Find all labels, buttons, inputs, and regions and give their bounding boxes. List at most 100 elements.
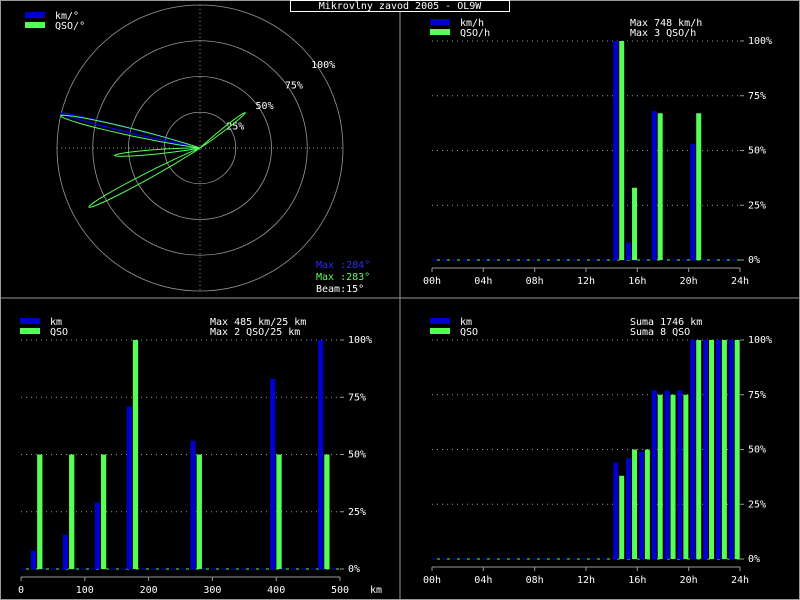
bar-qso [683, 394, 689, 559]
bar-qsoh [696, 113, 702, 261]
bar-qso [100, 454, 107, 569]
info-line: Suma 8 QSO [630, 327, 690, 338]
x-tick-label: 24h [731, 575, 749, 586]
bar-qso [69, 454, 75, 569]
bar-qso [670, 394, 676, 559]
y-tick-label: 25% [748, 200, 766, 211]
y-tick-label: 100% [348, 335, 372, 346]
y-tick-label: 100% [748, 335, 772, 346]
polar-ring [128, 76, 272, 220]
bar-qso [37, 454, 43, 569]
x-tick-label: 00h [423, 575, 441, 586]
y-tick-label: 0% [748, 554, 760, 565]
bar-km [317, 340, 324, 569]
bar-qso [657, 394, 663, 559]
legend-swatch-blue [20, 318, 40, 324]
x-tick-label: 16h [628, 575, 646, 586]
bar-km [677, 390, 683, 559]
legend-swatch-green [20, 328, 40, 334]
legend-swatch-green [430, 29, 450, 35]
y-tick-label: 75% [748, 390, 766, 401]
info-line: Max 2 QSO/25 km [210, 327, 300, 338]
bar-km [651, 390, 657, 559]
bar-qso [132, 340, 139, 569]
x-tick-label: 500 [331, 585, 349, 596]
polar-ring-label: 50% [256, 101, 274, 112]
legend-swatch-blue [25, 12, 45, 18]
x-tick-label: 04h [474, 575, 492, 586]
legend-label: QSO [50, 327, 68, 338]
bar-qso [632, 449, 638, 559]
y-tick-label: 50% [748, 146, 766, 157]
x-tick-label: 24h [731, 276, 749, 287]
bar-qso [619, 475, 625, 559]
bar-km [30, 550, 37, 569]
polar-max-km: Max :284° [316, 260, 370, 271]
x-unit-label: km [370, 585, 382, 596]
bar-qsoh [619, 41, 625, 260]
y-tick-label: 0% [748, 255, 760, 266]
bar-qsoh [632, 187, 638, 260]
bar-km [126, 406, 132, 569]
polar-lobe-qso [88, 147, 201, 208]
bar-km [715, 340, 721, 559]
bar-kmh [690, 143, 696, 260]
bar-km [626, 458, 632, 559]
bar-km [690, 340, 696, 559]
polar-lobe-qso [113, 147, 201, 157]
info-line: Suma 1746 km [630, 317, 702, 328]
y-tick-label: 75% [348, 392, 366, 403]
x-tick-label: 100 [76, 585, 94, 596]
legend-label: km [50, 317, 62, 328]
bar-qso [276, 454, 282, 569]
polar-beam: Beam:15° [316, 284, 364, 295]
x-tick-label: 08h [526, 575, 544, 586]
bar-qso [196, 454, 202, 569]
legend-label: km [460, 317, 472, 328]
x-tick-label: 0 [18, 585, 24, 596]
x-tick-label: 200 [140, 585, 158, 596]
bar-km [638, 451, 644, 559]
polar-lobe-qso [59, 114, 201, 149]
polar-ring-label: 75% [285, 80, 303, 91]
y-tick-label: 50% [748, 445, 766, 456]
info-line: Max 485 km/25 km [210, 317, 306, 328]
polar-lobe-qso [198, 112, 246, 149]
bar-qso [324, 454, 330, 569]
info-line: Max 3 QSO/h [630, 28, 696, 39]
bar-km [62, 534, 69, 569]
y-tick-label: 0% [348, 564, 360, 575]
y-tick-label: 50% [348, 450, 366, 461]
legend-swatch-blue [430, 19, 450, 25]
bar-km [270, 378, 276, 569]
bar-km [703, 340, 709, 559]
bar-qso [644, 449, 650, 559]
bar-km [613, 462, 619, 559]
x-tick-label: 16h [628, 276, 646, 287]
info-line: Max 748 km/h [630, 18, 702, 29]
y-tick-label: 75% [748, 91, 766, 102]
x-tick-label: 12h [577, 575, 595, 586]
bar-km [728, 340, 734, 559]
bar-qsoh [657, 113, 663, 261]
bar-kmh [613, 41, 619, 260]
legend-label: QSO/° [55, 21, 85, 32]
bar-qso [696, 340, 702, 559]
legend-swatch-blue [430, 318, 450, 324]
legend-swatch-green [25, 22, 45, 28]
x-tick-label: 300 [203, 585, 221, 596]
bar-kmh [626, 242, 632, 260]
y-tick-label: 25% [348, 507, 366, 518]
bar-qso [721, 340, 727, 559]
x-tick-label: 400 [267, 585, 285, 596]
x-tick-label: 00h [423, 276, 441, 287]
page-title: Mikrovlny zavod 2005 - OL9W [319, 1, 483, 12]
y-tick-label: 25% [748, 499, 766, 510]
polar-ring-label: 100% [311, 60, 335, 71]
legend-label: QSO [460, 327, 478, 338]
bar-km [190, 440, 196, 569]
legend-label: km/h [460, 18, 484, 29]
x-tick-label: 12h [577, 276, 595, 287]
